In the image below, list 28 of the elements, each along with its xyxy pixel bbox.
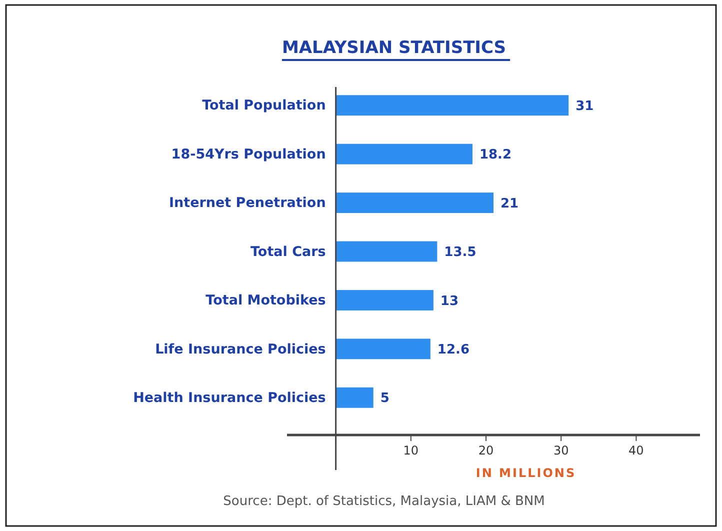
data-label: 13.5 bbox=[444, 245, 476, 260]
y-tick-label: Life Insurance Policies bbox=[155, 341, 326, 358]
data-label: 31 bbox=[576, 98, 594, 114]
data-label: 12.6 bbox=[437, 342, 470, 358]
data-label: 13 bbox=[440, 294, 459, 309]
bar bbox=[336, 95, 569, 116]
data-label: 18.2 bbox=[479, 148, 512, 163]
source-note: Source: Dept. of Statistics, Malaysia, LIAM & BNM bbox=[223, 494, 545, 509]
y-tick-label: Total Cars bbox=[250, 244, 326, 260]
x-tick-label: 10 bbox=[403, 444, 419, 458]
bar bbox=[336, 241, 438, 262]
x-axis-title: IN MILLIONS bbox=[476, 466, 576, 480]
chart-title: MALAYSIAN STATISTICS bbox=[282, 38, 506, 58]
y-tick-label: Internet Penetration bbox=[168, 195, 326, 212]
bar bbox=[336, 144, 472, 164]
bar bbox=[336, 387, 374, 408]
x-tick-label: 30 bbox=[553, 444, 569, 458]
bar bbox=[336, 338, 430, 360]
data-label: 21 bbox=[500, 196, 519, 212]
y-tick-label: 18-54Yrs Population bbox=[171, 146, 326, 162]
x-tick-label: 20 bbox=[478, 444, 494, 458]
bar bbox=[336, 290, 434, 310]
y-tick-label: Health Insurance Policies bbox=[133, 390, 326, 406]
bar bbox=[336, 192, 494, 214]
x-tick-label: 40 bbox=[628, 444, 644, 458]
y-tick-label: Total Motobikes bbox=[206, 292, 326, 309]
y-tick-label: Total Population bbox=[202, 98, 326, 114]
data-label: 5 bbox=[380, 391, 390, 406]
